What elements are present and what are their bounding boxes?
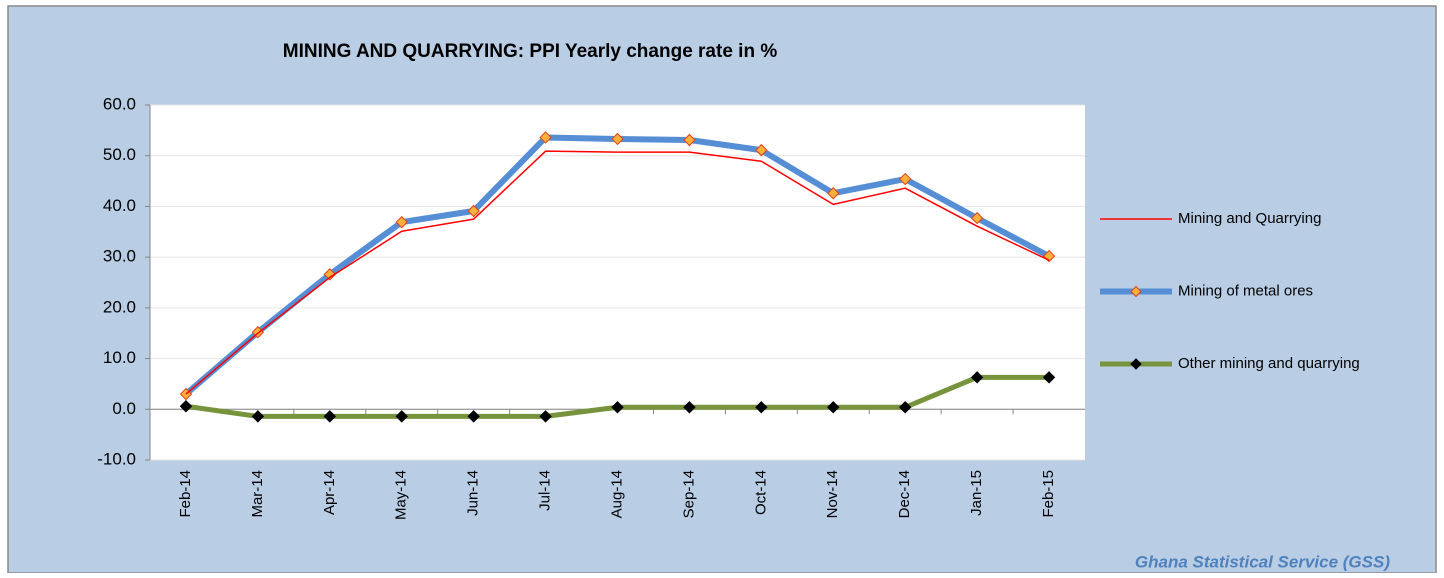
series-line: [185, 150, 1050, 395]
x-tick-label: Mar-14: [249, 470, 266, 518]
data-point: [755, 143, 768, 157]
legend-marker: [1130, 285, 1142, 298]
x-tick-label: Oct-14: [752, 470, 769, 515]
legend-label: Other mining and quarrying: [1178, 355, 1360, 372]
data-point: [323, 410, 337, 423]
chart-title: MINING AND QUARRYING: PPI Yearly change …: [283, 41, 778, 62]
data-point: [323, 268, 337, 281]
data-point: [827, 187, 840, 200]
data-point: [898, 172, 912, 186]
data-point: [683, 401, 696, 414]
x-tick-label: Feb-14: [177, 470, 194, 518]
data-point: [898, 401, 912, 414]
data-point: [395, 215, 408, 229]
x-tick-label: Sep-14: [680, 470, 697, 518]
plot-area: [150, 105, 1085, 460]
y-tick-label: 60.0: [103, 94, 136, 113]
y-tick-label: 20.0: [103, 297, 136, 316]
data-point: [179, 400, 193, 413]
y-tick-label: 10.0: [103, 348, 136, 367]
y-tick-label: 0.0: [112, 399, 136, 418]
x-tick-label: Apr-14: [321, 470, 338, 515]
data-point: [611, 401, 624, 414]
data-point: [683, 133, 696, 147]
y-tick-label: 50.0: [103, 145, 136, 164]
data-point: [539, 410, 552, 423]
data-point: [970, 211, 984, 225]
x-tick-label: Jan-15: [968, 470, 985, 516]
y-tick-label: 40.0: [103, 196, 136, 215]
data-point: [755, 401, 768, 414]
x-tick-label: Nov-14: [824, 470, 841, 518]
data-point: [1042, 371, 1056, 384]
legend-label: Mining and Quarrying: [1178, 210, 1321, 227]
x-tick-label: Feb-15: [1040, 470, 1057, 518]
data-point: [970, 371, 984, 384]
legend-marker: [1130, 358, 1142, 370]
data-point: [611, 132, 624, 146]
y-tick-label: 30.0: [103, 247, 136, 266]
data-point: [395, 410, 408, 423]
data-point: [467, 410, 480, 423]
data-point: [539, 131, 552, 144]
data-point: [467, 204, 480, 218]
x-tick-label: Aug-14: [608, 470, 625, 518]
x-tick-label: Jul-14: [537, 470, 554, 511]
data-point: [827, 401, 840, 414]
x-tick-label: May-14: [393, 470, 410, 520]
x-tick-label: Dec-14: [896, 470, 913, 518]
data-point: [251, 410, 265, 423]
x-tick-label: Jun-14: [465, 470, 482, 516]
legend-label: Mining of metal ores: [1178, 282, 1313, 299]
y-tick-label: -10.0: [97, 449, 136, 468]
source-note: Ghana Statistical Service (GSS): [1135, 552, 1390, 571]
